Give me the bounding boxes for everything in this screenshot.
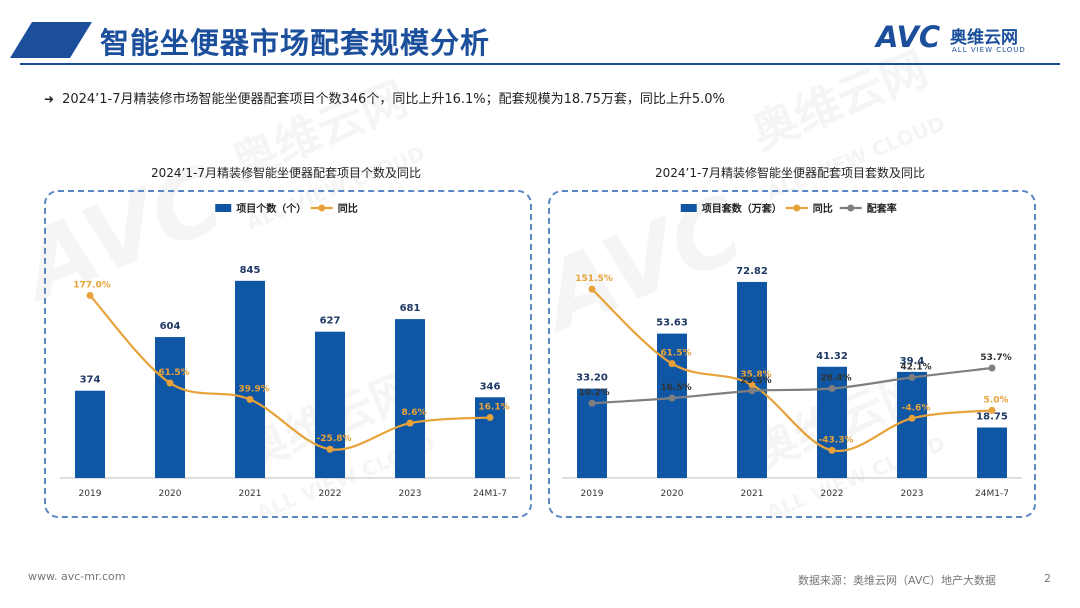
rate-point bbox=[908, 373, 916, 381]
page-title: 智能坐便器市场配套规模分析 bbox=[100, 26, 491, 60]
legend-label: 同比 bbox=[338, 202, 358, 215]
x-tick-label: 2023 bbox=[901, 489, 924, 499]
legend-marker bbox=[793, 204, 801, 212]
bar-data-label: 627 bbox=[320, 316, 341, 327]
rate-data-label: 42.1% bbox=[900, 362, 931, 372]
x-tick-label: 24M1-7 bbox=[975, 489, 1009, 499]
bar-data-label: 845 bbox=[240, 265, 261, 276]
bar-data-label: 39.4 bbox=[900, 356, 925, 367]
x-tick-label: 2022 bbox=[821, 489, 844, 499]
legend-swatch bbox=[680, 204, 697, 212]
yoy-point bbox=[828, 446, 836, 454]
rate-line bbox=[591, 366, 993, 405]
yoy-point bbox=[588, 285, 596, 293]
logo-cn-text: 奥维云网 bbox=[950, 28, 1018, 48]
bar-data-label: 346 bbox=[480, 381, 501, 392]
bar-data-label: 72.82 bbox=[736, 266, 768, 277]
yoy-point bbox=[406, 419, 414, 427]
yoy-point bbox=[668, 360, 676, 368]
yoy-line bbox=[591, 288, 993, 453]
yoy-point bbox=[246, 395, 254, 403]
yoy-data-label: 16.1% bbox=[478, 402, 509, 412]
title-band bbox=[0, 0, 1080, 80]
logo-en-text: ALL VIEW CLOUD bbox=[952, 46, 1026, 54]
chart-box-projects bbox=[44, 190, 532, 518]
bar bbox=[235, 280, 265, 478]
x-tick-label: 2021 bbox=[239, 489, 262, 499]
x-tick-label: 2020 bbox=[661, 489, 684, 499]
bar-data-label: 41.32 bbox=[816, 351, 848, 362]
rate-point bbox=[748, 387, 756, 395]
bar-data-label: 604 bbox=[160, 321, 181, 332]
yoy-data-label: -25.8% bbox=[317, 434, 352, 444]
x-tick-label: 2023 bbox=[399, 489, 422, 499]
rate-point bbox=[588, 399, 596, 407]
legend-marker bbox=[847, 204, 855, 212]
legend-label: 项目套数（万套） bbox=[702, 202, 782, 215]
yoy-data-label: 8.6% bbox=[402, 408, 427, 418]
title-band-shape bbox=[10, 22, 1060, 65]
yoy-data-label: 151.5% bbox=[575, 274, 613, 284]
yoy-data-label: 39.9% bbox=[238, 384, 269, 394]
rate-point bbox=[828, 384, 836, 392]
x-tick-label: 2020 bbox=[159, 489, 182, 499]
rate-data-label: 28.4% bbox=[820, 373, 851, 383]
yoy-point bbox=[486, 413, 494, 421]
rate-point bbox=[988, 364, 996, 372]
yoy-point bbox=[166, 379, 174, 387]
bar-data-label: 681 bbox=[400, 303, 421, 314]
yoy-point bbox=[748, 381, 756, 389]
rate-data-label: 16.5% bbox=[660, 383, 691, 393]
rate-data-label: 10.2% bbox=[578, 388, 609, 398]
yoy-data-label: 61.5% bbox=[158, 368, 189, 378]
legend-swatch bbox=[215, 204, 232, 212]
x-tick-label: 24M1-7 bbox=[473, 489, 507, 499]
yoy-point bbox=[86, 291, 94, 299]
yoy-data-label: 5.0% bbox=[984, 395, 1009, 405]
yoy-data-label: 177.0% bbox=[73, 280, 111, 290]
legend-marker bbox=[318, 204, 326, 212]
bar-data-label: 33.20 bbox=[576, 373, 608, 384]
rate-data-label: 25.5% bbox=[740, 376, 771, 386]
x-tick-label: 2019 bbox=[79, 489, 102, 499]
legend-label: 项目个数（个） bbox=[236, 202, 306, 215]
bar bbox=[155, 337, 185, 478]
rate-data-label: 53.7% bbox=[980, 353, 1011, 363]
bar bbox=[315, 331, 345, 478]
logo-mark: AVC bbox=[876, 20, 941, 54]
bar-data-label: 53.63 bbox=[656, 318, 688, 329]
legend-label: 配套率 bbox=[867, 202, 897, 215]
chart-box-units bbox=[548, 190, 1036, 518]
chart-title-projects: 2024’1-7月精装修智能坐便器配套项目个数及同比 bbox=[151, 166, 421, 180]
legend-label: 同比 bbox=[813, 202, 833, 215]
bar bbox=[75, 390, 105, 478]
x-tick-label: 2021 bbox=[741, 489, 764, 499]
rate-point bbox=[668, 394, 676, 402]
headline: ➜ 2024’1-7月精装修市场智能坐便器配套项目个数346个，同比上升16.1%… bbox=[44, 88, 725, 107]
bar-data-label: 374 bbox=[80, 375, 101, 386]
yoy-data-label: -43.3% bbox=[819, 435, 854, 445]
x-tick-label: 2019 bbox=[581, 489, 604, 499]
yoy-point bbox=[908, 414, 916, 422]
bar-data-label: 18.75 bbox=[976, 412, 1008, 423]
chart-title-units: 2024’1-7月精装修智能坐便器配套项目套数及同比 bbox=[655, 166, 925, 180]
yoy-point bbox=[326, 445, 334, 453]
page-number: 2 bbox=[1044, 572, 1051, 585]
yoy-data-label: -4.6% bbox=[902, 403, 931, 413]
arrow-bullet-icon: ➜ bbox=[44, 92, 55, 106]
x-tick-label: 2022 bbox=[319, 489, 342, 499]
yoy-data-label: 61.5% bbox=[660, 349, 691, 359]
avc-logo: AVC 奥维云网 ALL VIEW CLOUD bbox=[876, 18, 1056, 66]
footer-url: www. avc-mr.com bbox=[28, 570, 126, 583]
yoy-data-label: 35.8% bbox=[740, 370, 771, 380]
footer-source: 数据来源：奥维云网（AVC）地产大数据 bbox=[798, 574, 997, 587]
bar bbox=[897, 371, 927, 478]
yoy-point bbox=[988, 406, 996, 414]
bar bbox=[395, 319, 425, 478]
bar bbox=[977, 427, 1007, 478]
bar bbox=[475, 397, 505, 478]
headline-text: 2024’1-7月精装修市场智能坐便器配套项目个数346个，同比上升16.1%；… bbox=[62, 92, 725, 107]
